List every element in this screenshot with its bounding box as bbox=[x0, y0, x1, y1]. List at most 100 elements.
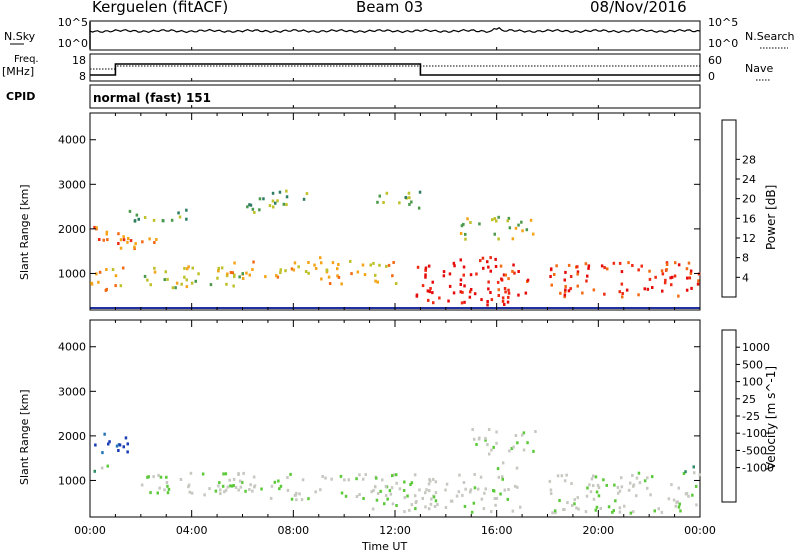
power-cell bbox=[292, 268, 296, 272]
velocity-cell bbox=[482, 507, 486, 511]
power-colorbar-label: Power [dB] bbox=[764, 184, 778, 250]
power-cell bbox=[319, 256, 322, 260]
power-cell bbox=[398, 201, 401, 205]
power-cell bbox=[612, 261, 616, 265]
velocity-cell bbox=[165, 475, 168, 479]
power-cell bbox=[117, 232, 120, 236]
velocity-echo-region bbox=[471, 428, 537, 456]
power-cell bbox=[276, 199, 279, 203]
velocity-cell bbox=[635, 494, 638, 498]
velocity-cell bbox=[403, 496, 407, 500]
velocity-cell bbox=[278, 487, 281, 491]
power-cell bbox=[428, 290, 431, 294]
velocity-cell bbox=[534, 430, 537, 433]
velocity-cell bbox=[613, 483, 616, 487]
velocity-cell bbox=[434, 499, 438, 503]
power-cell bbox=[152, 218, 156, 222]
power-cell bbox=[93, 225, 96, 229]
velocity-cell bbox=[694, 484, 698, 488]
velocity-cell bbox=[432, 495, 436, 499]
power-cell bbox=[606, 267, 609, 271]
velocity-cell bbox=[434, 491, 438, 495]
power-cell bbox=[689, 272, 693, 275]
power-cell bbox=[279, 271, 282, 275]
power-cell bbox=[385, 191, 389, 195]
velocity-cell bbox=[585, 494, 589, 498]
power-cell bbox=[460, 224, 464, 228]
velocity-cell bbox=[677, 505, 681, 509]
power-cell bbox=[320, 277, 323, 281]
power-cell bbox=[282, 202, 286, 206]
power-cell bbox=[133, 245, 136, 249]
power-cell bbox=[643, 287, 646, 291]
velocity-cell bbox=[594, 475, 598, 479]
power-cell bbox=[459, 283, 462, 286]
velocity-cell bbox=[375, 476, 378, 480]
power-cell bbox=[166, 277, 169, 281]
power-echo-region bbox=[128, 208, 188, 223]
power-cell bbox=[697, 279, 700, 283]
velocity-cell bbox=[165, 481, 169, 484]
power-cell bbox=[185, 217, 188, 221]
velocity-cell bbox=[573, 502, 576, 506]
power-cell bbox=[491, 218, 494, 222]
station-title: Kerguelen (fitACF) bbox=[92, 0, 229, 16]
velocity-cell bbox=[488, 452, 491, 456]
time-tick-label: 20:00 bbox=[582, 524, 614, 537]
power-cell bbox=[690, 286, 693, 290]
velocity-cell bbox=[455, 494, 459, 498]
power-cell bbox=[500, 277, 503, 281]
power-cell bbox=[674, 261, 677, 265]
power-cell bbox=[376, 200, 379, 204]
power-cell bbox=[336, 267, 339, 271]
velocity-echo-region bbox=[140, 471, 244, 497]
power-cell bbox=[361, 263, 365, 267]
velocity-cell bbox=[494, 503, 497, 507]
power-cell bbox=[482, 266, 485, 270]
power-cell bbox=[512, 263, 515, 267]
velocity-cell bbox=[228, 478, 231, 482]
power-cell bbox=[685, 288, 689, 292]
velocity-cell bbox=[159, 475, 163, 479]
velocity-cell bbox=[475, 443, 478, 446]
velocity-cell bbox=[428, 489, 431, 493]
velocity-cell bbox=[611, 510, 614, 514]
velocity-cell bbox=[340, 491, 344, 495]
freq-label: Freq. bbox=[14, 54, 39, 65]
power-cell bbox=[640, 264, 643, 268]
power-cell bbox=[285, 189, 288, 193]
power-cell bbox=[183, 275, 186, 279]
freq-panel bbox=[89, 53, 701, 82]
power-cell bbox=[325, 269, 329, 273]
velocity-cell bbox=[501, 475, 504, 479]
velocity-cell bbox=[93, 469, 96, 473]
power-cell bbox=[421, 284, 425, 288]
velocity-cell bbox=[473, 473, 476, 476]
velocity-cell bbox=[408, 508, 411, 512]
velocity-cell bbox=[532, 449, 535, 453]
power-cell bbox=[438, 296, 441, 300]
power-cell bbox=[278, 190, 282, 194]
velocity-cell bbox=[330, 477, 333, 481]
power-cell bbox=[313, 263, 316, 267]
power-cell bbox=[621, 292, 624, 295]
velocity-cell bbox=[674, 504, 677, 508]
velocity-cell bbox=[560, 474, 564, 478]
power-cell bbox=[137, 217, 140, 221]
power-cell bbox=[504, 290, 507, 294]
velocity-cell bbox=[499, 492, 502, 496]
velocity-cell bbox=[371, 507, 375, 511]
velocity-cell bbox=[224, 472, 228, 476]
power-cell bbox=[128, 209, 132, 213]
velocity-colorbar-tick-label: 500 bbox=[742, 358, 763, 371]
power-cell bbox=[563, 293, 567, 297]
power-cell bbox=[496, 280, 500, 284]
power-cell bbox=[431, 291, 434, 295]
velocity-cell bbox=[629, 511, 633, 515]
velocity-cell bbox=[469, 489, 472, 493]
power-cell bbox=[665, 268, 668, 271]
power-cell bbox=[627, 261, 630, 265]
power-cell bbox=[618, 290, 621, 294]
power-cell bbox=[511, 269, 514, 273]
velocity-cell bbox=[573, 498, 576, 502]
